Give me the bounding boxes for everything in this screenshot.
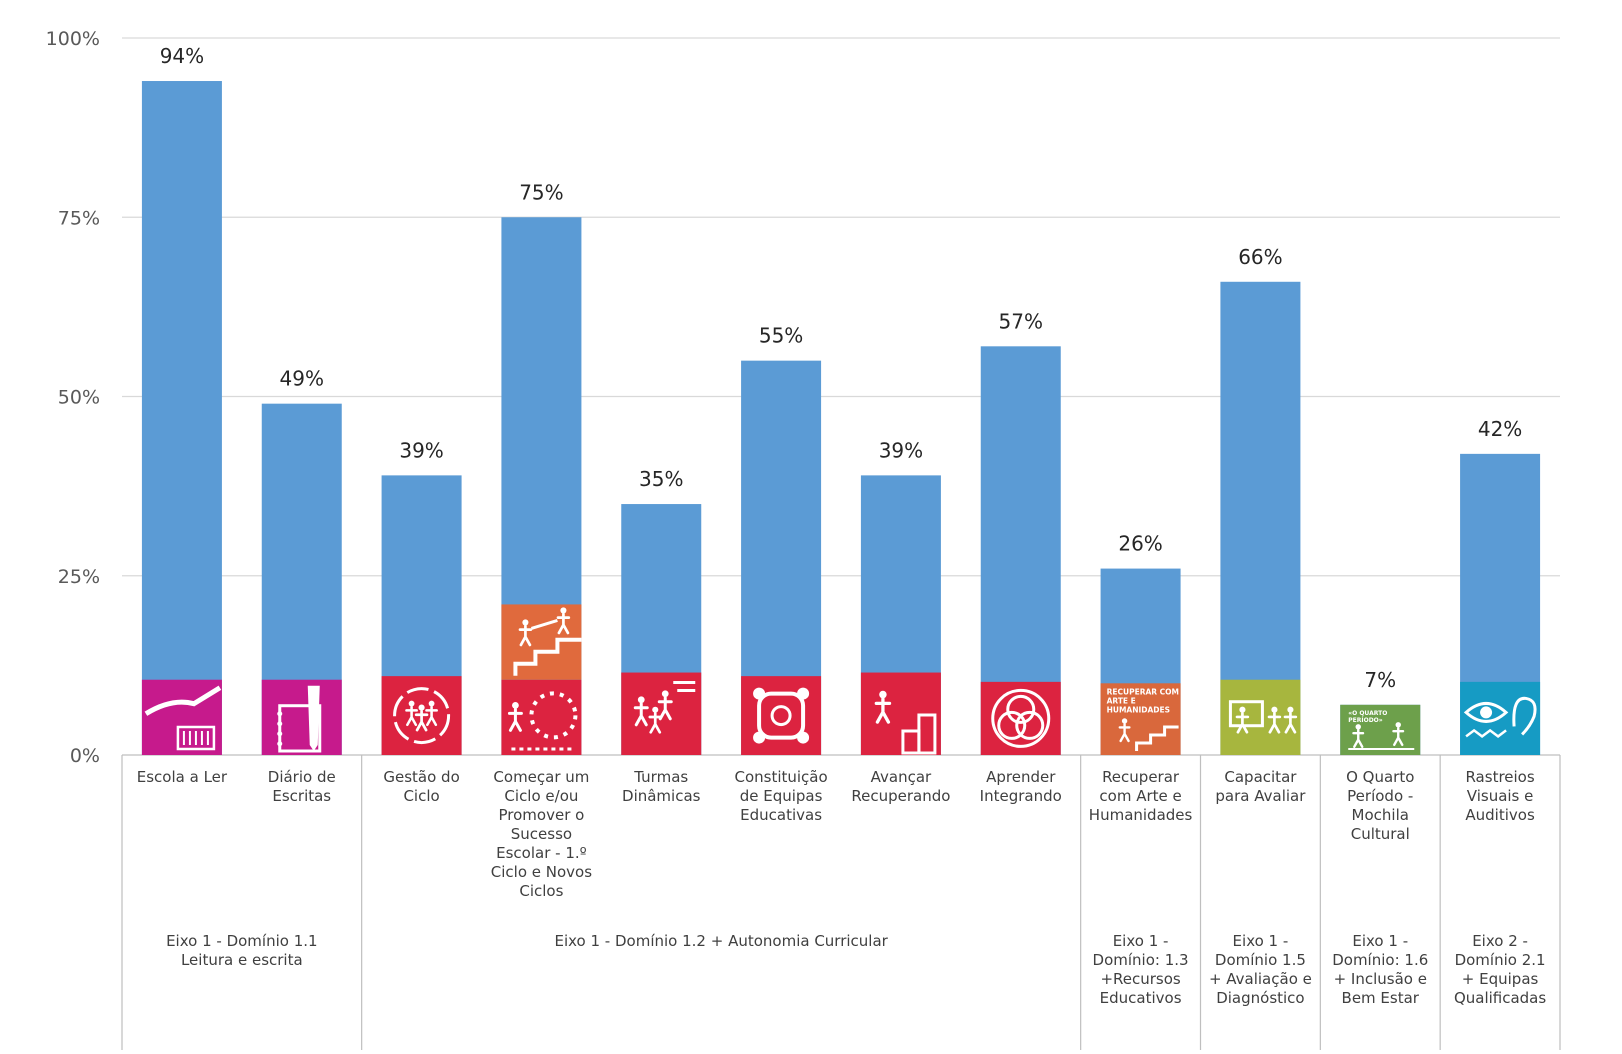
group-label: +Recursos [1100, 970, 1180, 988]
category-label: Começar um [493, 768, 589, 786]
group-label: Diagnóstico [1216, 989, 1304, 1007]
notebook-pen-icon [261, 679, 342, 755]
category-label: O Quarto [1346, 768, 1414, 786]
data-label: 7% [1364, 668, 1396, 692]
data-label: 39% [399, 438, 443, 462]
group-motion-icon [621, 672, 702, 755]
reading-hands-icon [141, 679, 222, 755]
group-label: + Equipas [1462, 970, 1539, 988]
bars [141, 81, 1541, 755]
category-label: de Equipas [740, 787, 823, 805]
data-label: 66% [1238, 245, 1282, 269]
category-label: Sucesso [511, 825, 572, 843]
group-label: Eixo 1 - Domínio 1.2 + Autonomia Curricu… [554, 932, 888, 950]
group-label: Bem Estar [1342, 989, 1420, 1007]
group-label: Domínio 1.5 [1215, 951, 1306, 969]
group-label: Qualificadas [1454, 989, 1546, 1007]
group-label: Domínio: 1.3 [1093, 951, 1189, 969]
category-label: Capacitar [1224, 768, 1297, 786]
helping-climb-stairs-icon [501, 604, 582, 680]
y-axis-tick-labels: 0% 25% 50% 75% 100% [46, 28, 100, 767]
data-label: 26% [1118, 532, 1162, 556]
group-label: Eixo 1 - [1113, 932, 1169, 950]
data-label: 42% [1478, 417, 1522, 441]
group-label: + Avaliação e [1209, 970, 1312, 988]
group-label: Eixo 2 - [1472, 932, 1528, 950]
category-label: Ciclo e/ou [504, 787, 578, 805]
category-label: Aprender [986, 768, 1056, 786]
category-label: Avançar [871, 768, 932, 786]
people-cycle-icon [381, 676, 462, 755]
category-label: Cultural [1351, 825, 1410, 843]
linked-team-icon [741, 676, 822, 755]
data-label: 75% [519, 180, 563, 204]
dotted-circle-walker-icon [501, 679, 582, 755]
group-label: + Inclusão e [1334, 970, 1427, 988]
category-label: Escola a Ler [137, 768, 228, 786]
group-label: Eixo 1 - [1233, 932, 1289, 950]
category-label: Ciclos [519, 882, 563, 900]
step-up-runner-icon [860, 672, 941, 755]
y-tick-label: 0% [70, 745, 100, 767]
category-label: Diário de [268, 768, 336, 786]
category-label: Rastreios [1465, 768, 1534, 786]
category-label: Período - [1347, 787, 1413, 805]
category-label: Ciclo [403, 787, 439, 805]
bar [1220, 281, 1301, 755]
teacher-board-icon [1220, 679, 1301, 755]
data-label: 35% [639, 467, 683, 491]
group-label: Leitura e escrita [181, 951, 303, 969]
category-label: Escritas [272, 787, 331, 805]
category-label: Educativas [740, 806, 822, 824]
group-label: Domínio: 1.6 [1332, 951, 1428, 969]
category-label: Humanidades [1089, 806, 1193, 824]
data-label: 39% [879, 438, 923, 462]
category-label: Integrando [980, 787, 1062, 805]
eye-ear-icon [1460, 681, 1541, 755]
category-label: para Avaliar [1215, 787, 1306, 805]
group-label: Eixo 1 - [1352, 932, 1408, 950]
category-label: Auditivos [1465, 806, 1535, 824]
interlinked-people-icon [980, 681, 1061, 755]
data-label: 94% [160, 44, 204, 68]
group-label: Domínio 2.1 [1455, 951, 1546, 969]
category-label: Gestão do [383, 768, 459, 786]
category-label: Constituição [734, 768, 827, 786]
bar [141, 81, 222, 755]
data-label: 57% [999, 309, 1043, 333]
value-labels: 94% 49% 39% 75% 35% 55% 39% 57% 26% 66% 7% 42% [160, 44, 1523, 692]
icon-caption: «O QUARTO [1348, 710, 1387, 717]
category-label: com Arte e [1099, 787, 1181, 805]
y-tick-label: 100% [46, 28, 100, 50]
data-label: 55% [759, 324, 803, 348]
category-label: Mochila [1352, 806, 1409, 824]
y-tick-label: 50% [58, 387, 100, 409]
group-label: Eixo 1 - Domínio 1.1 [166, 932, 317, 950]
icon-caption: ARTE E [1107, 696, 1136, 705]
category-label: Promover o [499, 806, 585, 824]
category-label: Dinâmicas [622, 787, 701, 805]
icon-caption: RECUPERAR COM [1107, 687, 1179, 696]
y-tick-label: 25% [58, 566, 100, 588]
category-label: Turmas [633, 768, 688, 786]
icon-caption: PERÍODO» [1348, 716, 1383, 724]
category-label: Recuperando [851, 787, 950, 805]
category-label: Visuais e [1467, 787, 1534, 805]
data-label: 49% [280, 367, 324, 391]
group-label: Educativos [1100, 989, 1182, 1007]
category-label: Ciclo e Novos [491, 863, 592, 881]
y-tick-label: 75% [58, 207, 100, 229]
category-label: Recuperar [1102, 768, 1180, 786]
icon-caption: HUMANIDADES [1107, 705, 1170, 714]
category-label: Escolar - 1.º [496, 844, 587, 862]
